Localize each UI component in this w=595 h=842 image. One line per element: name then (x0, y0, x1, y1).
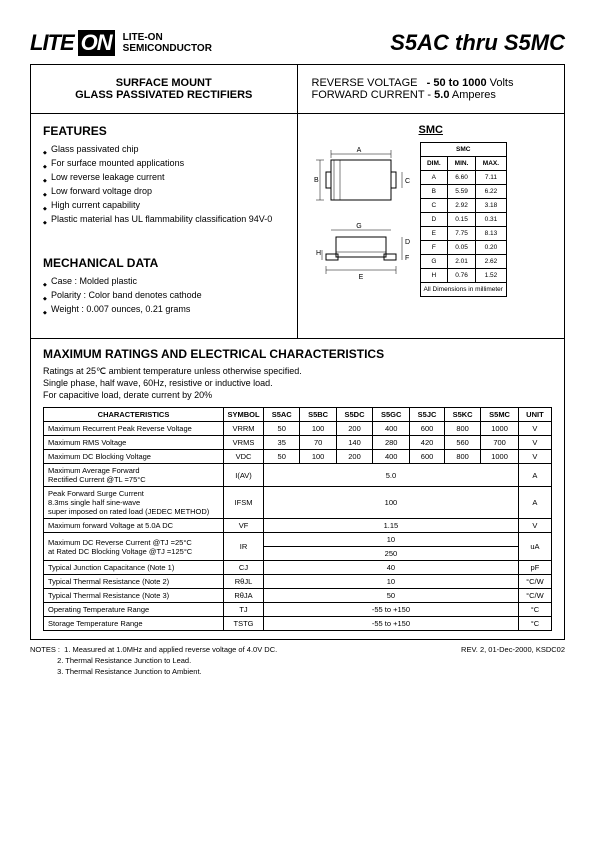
subtitle-l2: GLASS PASSIVATED RECTIFIERS (39, 89, 289, 101)
characteristics-table: CHARACTERISTICSSYMBOLS5ACS5BCS5DCS5GCS5J… (43, 407, 552, 631)
features-heading: FEATURES (43, 124, 285, 138)
svg-text:G: G (356, 223, 361, 230)
ratings-block: MAXIMUM RATINGS AND ELECTRICAL CHARACTER… (31, 339, 564, 639)
list-item: Low reverse leakage current (43, 170, 285, 184)
features-list: Glass passivated chipFor surface mounted… (43, 142, 285, 226)
package-drawing: A B C (306, 142, 416, 297)
spec-rv: REVERSE VOLTAGE - 50 to 1000 Volts (312, 77, 557, 89)
package-svg: A B C (306, 142, 416, 292)
list-item: Low forward voltage drop (43, 184, 285, 198)
list-item: Glass passivated chip (43, 142, 285, 156)
svg-text:D: D (405, 239, 410, 246)
list-item: Case : Molded plastic (43, 274, 285, 288)
svg-text:B: B (314, 177, 319, 184)
spec-fc: FORWARD CURRENT - 5.0 Amperes (312, 89, 557, 101)
footer-notes: NOTES : 1. Measured at 1.0MHz and applie… (30, 644, 565, 677)
package-block: SMC A (298, 114, 565, 338)
logo-subtitle: LITE-ON SEMICONDUCTOR (123, 32, 212, 54)
datasheet-page: LITEON LITE-ON SEMICONDUCTOR S5AC thru S… (0, 0, 595, 842)
svg-text:H: H (316, 250, 321, 257)
list-item: Plastic material has UL flammability cla… (43, 212, 285, 226)
svg-text:F: F (405, 255, 409, 262)
logo-lite: LITE (30, 30, 74, 56)
list-item: High current capability (43, 198, 285, 212)
subtitle-right: REVERSE VOLTAGE - 50 to 1000 Volts FORWA… (298, 65, 565, 113)
mech-heading: MECHANICAL DATA (43, 256, 285, 270)
row-features: FEATURES Glass passivated chipFor surfac… (31, 114, 564, 339)
package-title: SMC (306, 124, 557, 136)
logo-sub2: SEMICONDUCTOR (123, 43, 212, 54)
logo-block: LITEON LITE-ON SEMICONDUCTOR (30, 30, 212, 56)
row-subtitle: SURFACE MOUNT GLASS PASSIVATED RECTIFIER… (31, 65, 564, 114)
svg-text:C: C (405, 178, 410, 185)
header: LITEON LITE-ON SEMICONDUCTOR S5AC thru S… (30, 30, 565, 56)
list-item: For surface mounted applications (43, 156, 285, 170)
subtitle-left: SURFACE MOUNT GLASS PASSIVATED RECTIFIER… (31, 65, 298, 113)
dimension-table: SMCDIM.MIN.MAX.A6.607.11B5.596.22C2.923.… (420, 142, 507, 297)
svg-text:E: E (358, 274, 363, 281)
ratings-paragraph: Ratings at 25℃ ambient temperature unles… (43, 365, 552, 401)
content-box: SURFACE MOUNT GLASS PASSIVATED RECTIFIER… (30, 64, 565, 640)
list-item: Polarity : Color band denotes cathode (43, 288, 285, 302)
mech-list: Case : Molded plasticPolarity : Color ba… (43, 274, 285, 316)
package-content: A B C (306, 142, 557, 297)
list-item: Weight : 0.007 ounces, 0.21 grams (43, 302, 285, 316)
logo-sub1: LITE-ON (123, 32, 212, 43)
part-title: S5AC thru S5MC (390, 30, 565, 56)
features-block: FEATURES Glass passivated chipFor surfac… (31, 114, 298, 338)
svg-text:A: A (356, 147, 361, 154)
notes-left: NOTES : 1. Measured at 1.0MHz and applie… (30, 644, 277, 677)
ratings-heading: MAXIMUM RATINGS AND ELECTRICAL CHARACTER… (43, 347, 552, 361)
subtitle-l1: SURFACE MOUNT (39, 77, 289, 89)
logo-on: ON (78, 30, 115, 56)
notes-right: REV. 2, 01-Dec-2000, KSDC02 (461, 644, 565, 677)
